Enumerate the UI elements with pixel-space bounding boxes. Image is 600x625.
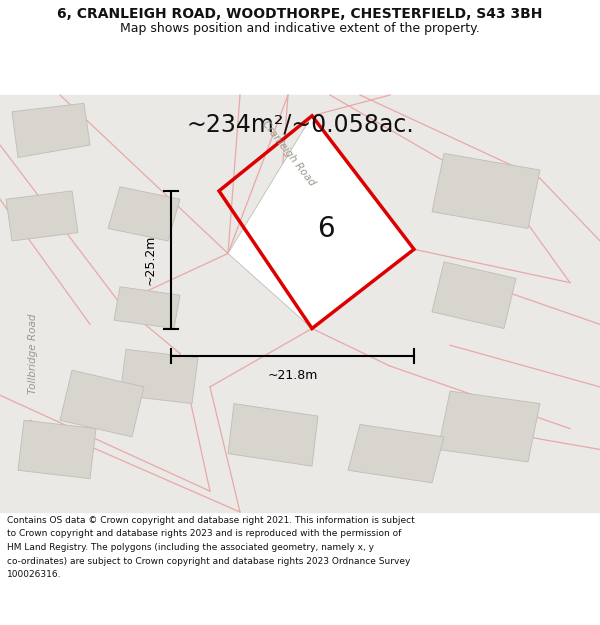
Polygon shape [12,103,90,158]
Polygon shape [228,404,318,466]
Polygon shape [6,191,78,241]
Text: to Crown copyright and database rights 2023 and is reproduced with the permissio: to Crown copyright and database rights 2… [7,529,401,539]
Text: ~234m²/~0.058ac.: ~234m²/~0.058ac. [186,112,414,136]
Text: ~21.8m: ~21.8m [268,369,317,382]
Polygon shape [348,424,444,483]
Polygon shape [438,391,540,462]
Text: co-ordinates) are subject to Crown copyright and database rights 2023 Ordnance S: co-ordinates) are subject to Crown copyr… [7,556,410,566]
Bar [0,95,600,512]
Text: HM Land Registry. The polygons (including the associated geometry, namely x, y: HM Land Registry. The polygons (includin… [7,543,374,552]
Bar [0,512,600,625]
Text: 6: 6 [317,215,335,243]
Text: Cranleigh Road: Cranleigh Road [260,119,316,188]
Polygon shape [228,116,414,329]
Text: 6, CRANLEIGH ROAD, WOODTHORPE, CHESTERFIELD, S43 3BH: 6, CRANLEIGH ROAD, WOODTHORPE, CHESTERFI… [58,7,542,21]
Text: Map shows position and indicative extent of the property.: Map shows position and indicative extent… [120,22,480,35]
Polygon shape [432,262,516,329]
Text: Tollbridge Road: Tollbridge Road [28,313,38,394]
Text: Contains OS data © Crown copyright and database right 2021. This information is : Contains OS data © Crown copyright and d… [7,516,415,525]
Polygon shape [120,349,198,404]
Text: ~25.2m: ~25.2m [144,234,157,285]
Text: 100026316.: 100026316. [7,570,62,579]
Polygon shape [18,420,96,479]
Polygon shape [60,370,144,437]
Polygon shape [114,287,180,329]
Bar [0,0,600,95]
Polygon shape [432,153,540,229]
Polygon shape [108,187,180,241]
